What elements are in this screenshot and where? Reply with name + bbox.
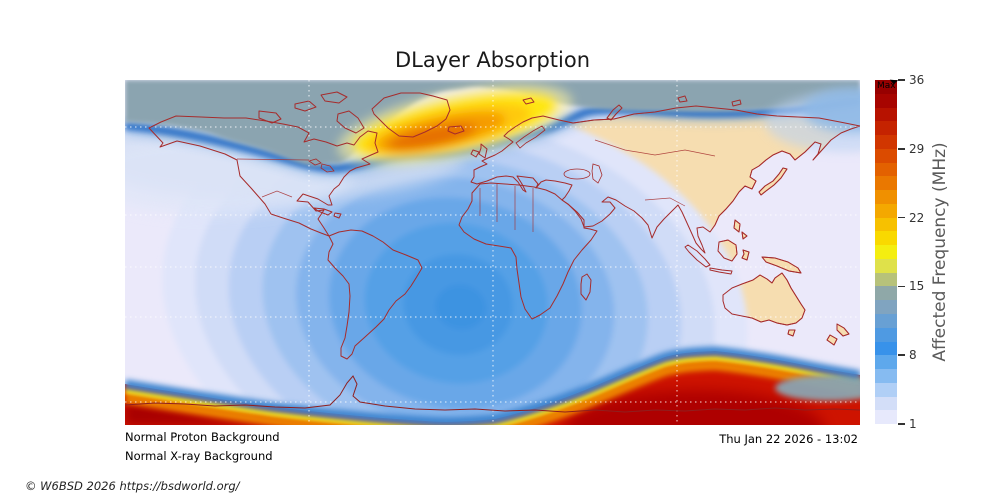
colorbar-segment [875,176,897,191]
tick-label: 1 [909,417,917,431]
status-block: Normal Proton Background Normal X-ray Ba… [125,428,280,466]
tick-mark [898,148,905,150]
colorbar-segment [875,410,897,425]
colorbar [875,80,897,425]
tick-mark [898,285,905,288]
map-canvas [125,80,860,425]
tick-mark [898,354,905,356]
north-polar-band [125,80,860,215]
colorbar-segment [875,135,897,149]
xray-background-status: Normal X-ray Background [125,449,273,463]
colorbar-tick: 29 [898,142,924,156]
colorbar-segment [875,217,897,232]
tick-label: 29 [909,141,925,156]
coastline-layer [125,91,860,413]
colorbar-tick: 8 [898,348,917,362]
colorbar-segment [875,121,897,136]
tick-mark [898,79,905,81]
colorbar-segment [875,80,897,94]
colorbar-tick: 15 [898,279,924,293]
tick-label: 15 [909,279,925,294]
colorbar-segment [875,314,897,328]
tick-label: 8 [909,348,917,363]
tick-label: 22 [909,210,925,225]
tick-label: 36 [909,73,925,87]
colorbar-segment [875,327,897,342]
colorbar-segment [875,286,897,301]
colorbar-axis-label: Affected Frequency (MHz) [930,142,950,362]
page-title: DLayer Absorption [394,48,591,72]
colorbar-segment [875,162,897,177]
copyright-notice: © W6BSD 2026 https://bsdworld.org/ [25,479,240,493]
map-timestamp: Thu Jan 22 2026 - 13:02 [719,432,858,446]
tick-mark [898,216,905,219]
colorbar-segment [875,355,897,370]
colorbar-segment [875,231,897,246]
auroral-oval-north [337,83,573,167]
colorbar-segment [875,300,897,315]
tick-mark [898,423,905,425]
colorbar-tick: 36 [898,73,924,87]
world-absorption-map [125,80,860,425]
colorbar-segment [875,341,897,356]
south-auroral-band [125,351,860,425]
colorbar-segment [875,190,897,204]
colorbar-max-label: Max [877,81,896,91]
colorbar-segment [875,272,897,287]
colorbar-segment [875,107,897,122]
country-borders [236,139,716,232]
colorbar-segment [875,258,897,273]
colorbar-tick: 1 [898,417,917,431]
colorbar-segment [875,93,897,108]
colorbar-segment [875,148,897,163]
colorbar-segment [875,396,897,411]
colorbar-segment [875,382,897,397]
proton-background-status: Normal Proton Background [125,430,280,444]
colorbar-ticks: 36 29 22 15 8 1 [898,73,938,431]
colorbar-segment [875,245,897,259]
colorbar-segment [875,203,897,218]
colorbar-tick: 22 [898,211,924,225]
colorbar-segment [875,369,897,383]
